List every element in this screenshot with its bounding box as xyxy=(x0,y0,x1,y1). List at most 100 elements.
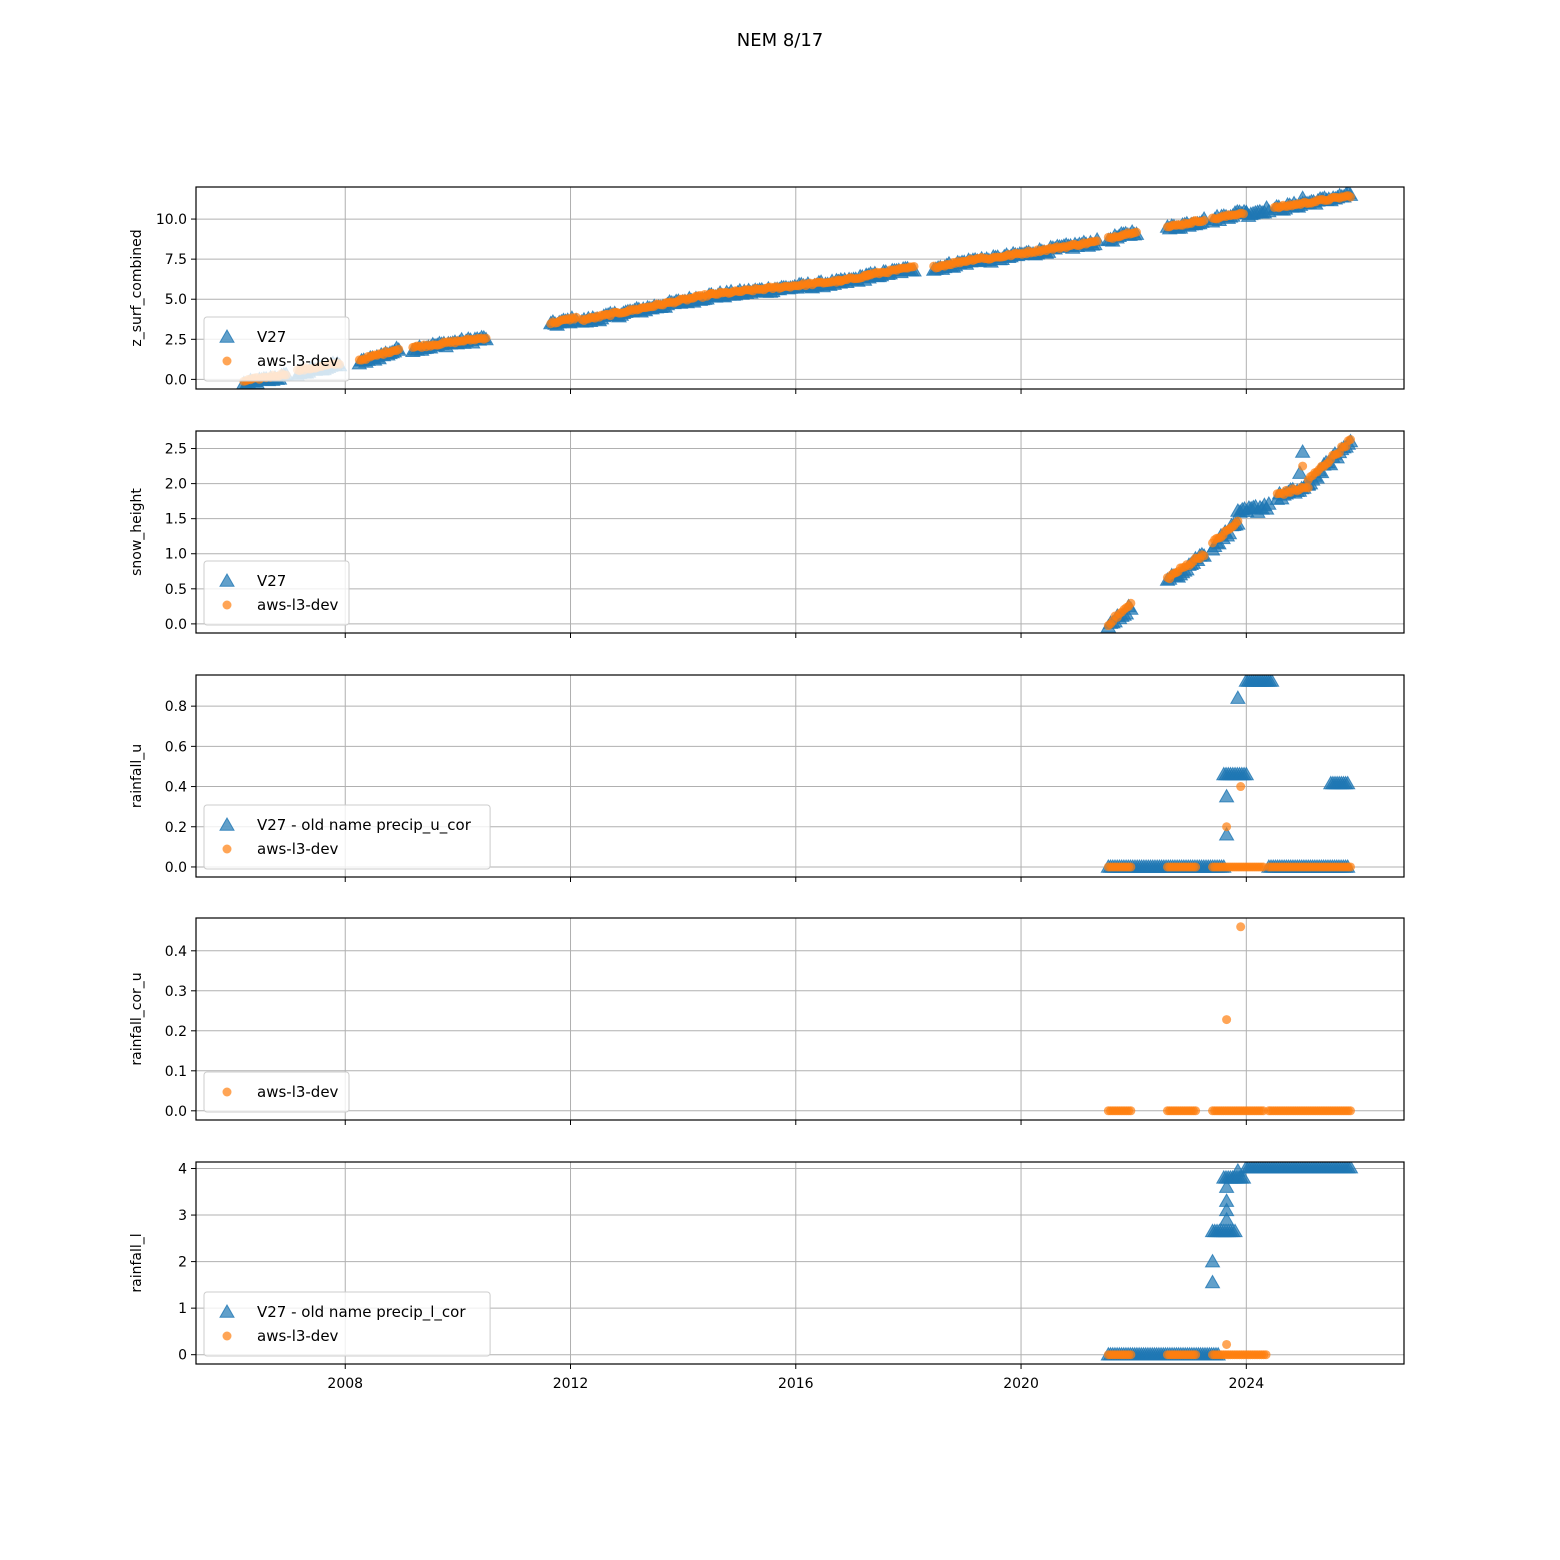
y-tick-label: 10.0 xyxy=(156,212,187,228)
v27-triangle-marker xyxy=(1218,1211,1235,1226)
y-tick-label: 0.8 xyxy=(165,699,187,715)
grid-lines xyxy=(196,918,1404,1120)
y-tick-label: 0.1 xyxy=(165,1064,187,1080)
x-tick-label: 2008 xyxy=(327,1376,363,1392)
y-tick-label: 0.6 xyxy=(165,739,187,755)
aws-l3-dev-circle-marker xyxy=(1222,1339,1232,1349)
y-tick-label: 0.4 xyxy=(165,780,187,796)
aws-l3-dev-circle-marker xyxy=(481,333,491,343)
x-tick-label: 2024 xyxy=(1228,1376,1264,1392)
aws-l3-dev-circle-marker xyxy=(1303,483,1313,493)
y-tick-label: 0.0 xyxy=(165,1104,187,1120)
aws-l3-dev-circle-marker xyxy=(1126,862,1136,872)
y-tick-label: 0.4 xyxy=(165,944,187,960)
v27-triangle-marker xyxy=(1218,1202,1235,1217)
y-axis-label: snow_height xyxy=(129,488,145,576)
aws-l3-dev-circle-marker xyxy=(1126,1350,1136,1360)
legend-aws-l3-dev-circle-icon xyxy=(222,356,232,366)
x-tick-label: 2020 xyxy=(1003,1376,1039,1392)
v27-triangle-marker xyxy=(1238,766,1255,781)
legend-v27-triangle-icon xyxy=(219,328,235,343)
v27-triangle-marker xyxy=(1294,444,1311,458)
series-aws-l3-dev xyxy=(1103,782,1355,872)
subplot-3: 0.0 0.2 0.4 0.6 0.8 rainfall_u V27 - old name … xyxy=(129,674,1405,882)
series-aws-l3-dev xyxy=(1103,1339,1271,1360)
legend: V27 aws-l3-dev xyxy=(203,316,350,382)
aws-l3-dev-circle-marker xyxy=(1236,922,1246,932)
aws-l3-dev-circle-marker xyxy=(1191,1350,1201,1360)
v27-triangle-marker xyxy=(1218,826,1235,841)
aws-l3-dev-circle-marker xyxy=(1199,215,1209,225)
legend-box xyxy=(203,1291,491,1357)
legend-label: aws-l3-dev xyxy=(257,1083,339,1101)
aws-l3-dev-circle-marker xyxy=(1298,461,1308,471)
legend-label: V27 xyxy=(257,328,286,346)
v27-triangle-marker xyxy=(1235,1169,1252,1184)
legend: V27 - old name precip_u_cor aws-l3-dev xyxy=(203,804,491,870)
y-tick-label: 2.5 xyxy=(165,332,187,348)
aws-l3-dev-circle-marker xyxy=(1236,782,1246,792)
aws-l3-dev-circle-marker xyxy=(1092,236,1102,246)
subplot-2: 0.0 0.5 1.0 1.5 2.0 2.5 snow_height V27 aws-l3-d… xyxy=(129,430,1405,638)
y-tick-label: 0 xyxy=(178,1348,187,1364)
aws-l3-dev-circle-marker xyxy=(1222,1015,1232,1025)
v27-triangle-marker xyxy=(1342,1162,1359,1174)
aws-l3-dev-circle-marker xyxy=(1233,516,1243,526)
y-axis-label: rainfall_cor_u xyxy=(129,972,145,1065)
legend-v27-triangle-icon xyxy=(219,572,235,587)
plot-area xyxy=(1103,922,1355,1116)
legend-box xyxy=(203,560,350,626)
aws-l3-dev-circle-marker xyxy=(1126,598,1136,608)
aws-l3-dev-circle-marker xyxy=(1345,1106,1355,1116)
v27-triangle-marker xyxy=(1263,675,1280,687)
y-axis-label: rainfall_l xyxy=(129,1233,145,1292)
y-tick-label: 2.0 xyxy=(165,477,187,493)
subplot-4: 0.0 0.1 0.2 0.3 0.4 rainfall_cor_u aws-l3-dev xyxy=(129,917,1405,1125)
y-axis-label: z_surf_combined xyxy=(129,229,145,346)
v27-triangle-marker xyxy=(1339,775,1356,790)
legend-aws-l3-dev-circle-icon xyxy=(222,844,232,854)
aws-l3-dev-circle-marker xyxy=(394,344,404,354)
aws-l3-dev-circle-marker xyxy=(1191,1106,1201,1116)
aws-l3-dev-circle-marker xyxy=(909,261,919,271)
v27-triangle-marker xyxy=(1230,1162,1246,1177)
legend: V27 - old name precip_l_cor aws-l3-dev xyxy=(203,1291,491,1357)
legend-box xyxy=(203,1071,350,1113)
y-tick-label: 0.3 xyxy=(165,984,187,1000)
v27-triangle-marker xyxy=(1218,1179,1235,1193)
y-tick-label: 1 xyxy=(178,1301,187,1317)
v27-triangle-marker xyxy=(1218,788,1235,803)
aws-l3-dev-circle-marker xyxy=(1345,435,1355,445)
v27-triangle-marker xyxy=(1204,1253,1221,1268)
aws-l3-dev-circle-marker xyxy=(1191,862,1201,872)
x-tick-label: 2012 xyxy=(553,1376,589,1392)
figure-title: NEM 8/17 xyxy=(737,30,824,51)
v27-triangle-marker xyxy=(1204,1274,1221,1289)
legend-label: V27 xyxy=(257,572,286,590)
legend-aws-l3-dev-circle-icon xyxy=(222,600,232,610)
aws-l3-dev-circle-marker xyxy=(1199,551,1209,561)
legend-label: aws-l3-dev xyxy=(257,840,339,858)
grid-lines xyxy=(196,431,1404,633)
y-tick-label: 1.0 xyxy=(165,547,187,563)
plot-area xyxy=(236,187,1359,389)
y-tick-label: 0.0 xyxy=(165,860,187,876)
legend-box xyxy=(203,316,350,382)
legend-box xyxy=(203,804,491,870)
aws-l3-dev-circle-marker xyxy=(1345,862,1355,872)
axes-frame xyxy=(195,186,1405,390)
y-tick-label: 7.5 xyxy=(165,252,187,268)
legend-label: aws-l3-dev xyxy=(257,596,339,614)
series-aws-l3-dev xyxy=(239,191,1355,386)
axes-frame xyxy=(195,917,1405,1121)
plot-area xyxy=(1100,433,1359,633)
legend-label: aws-l3-dev xyxy=(257,352,339,370)
y-tick-label: 1.5 xyxy=(165,512,187,528)
y-tick-label: 0.2 xyxy=(165,1024,187,1040)
y-tick-label: 4 xyxy=(178,1162,187,1178)
subplot-5: 2008 2012 2016 2020 2024 0 1 2 3 4 rainfall_l V27 -… xyxy=(129,1161,1405,1392)
y-tick-label: 0.2 xyxy=(165,820,187,836)
y-tick-label: 3 xyxy=(178,1208,187,1224)
y-axis-label: rainfall_u xyxy=(129,744,145,808)
